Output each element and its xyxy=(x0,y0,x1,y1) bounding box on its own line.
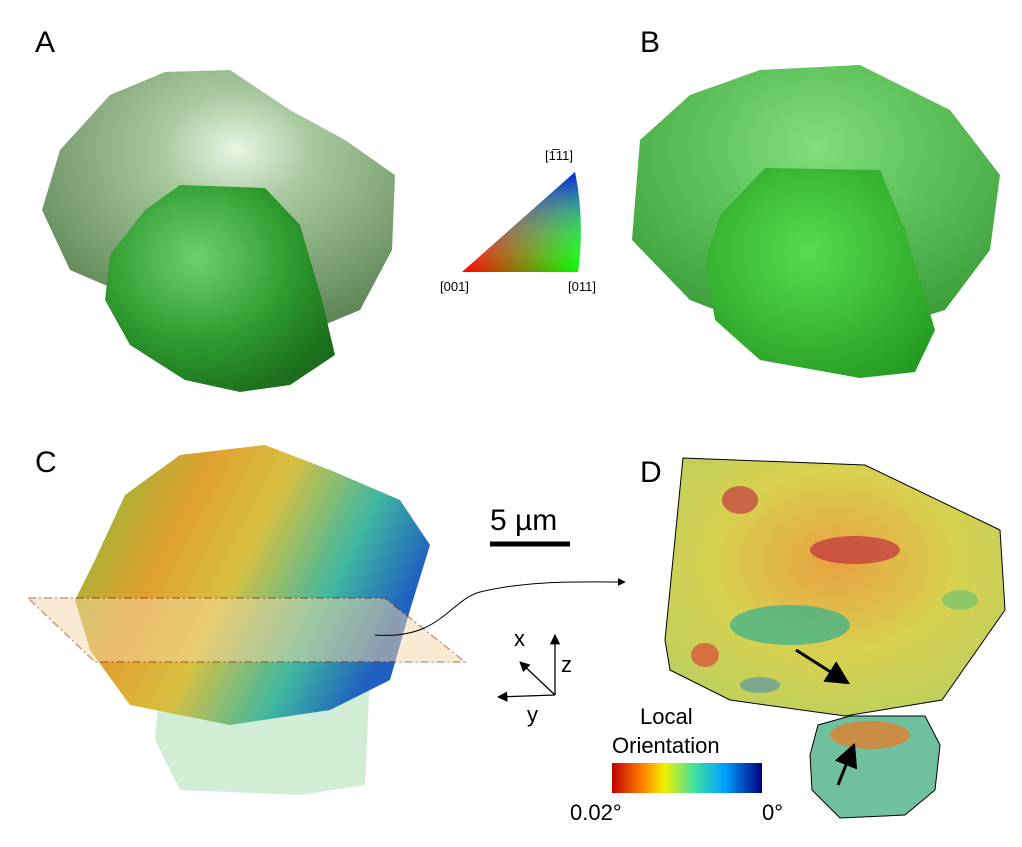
ipf-label: [011] xyxy=(568,279,596,294)
axis-label: y xyxy=(527,702,538,727)
arrow xyxy=(834,742,858,786)
ipf-label: [1̅11] xyxy=(545,148,573,163)
colorbar-max: 0° xyxy=(762,800,783,825)
ipf-label: [001] xyxy=(440,279,469,294)
axis-label: x xyxy=(514,626,525,651)
axis-label: z xyxy=(561,652,572,677)
panel-label: B xyxy=(640,26,660,59)
link-arrow xyxy=(374,577,626,636)
grain-colored xyxy=(75,445,430,725)
colorbar-title: Orientation xyxy=(612,733,720,758)
section-plane xyxy=(26,597,468,663)
arrow xyxy=(795,648,851,685)
grain-front xyxy=(105,185,335,392)
colorbar-min: 0.02° xyxy=(570,800,622,825)
orientation-map xyxy=(664,457,1006,717)
scale-bar-label: 5 µm xyxy=(490,504,557,537)
panel-label: C xyxy=(35,446,57,479)
colorbar-title: Local xyxy=(640,704,693,729)
ipf-triangle-overlay xyxy=(462,172,581,272)
grain-front xyxy=(705,168,935,378)
map-features xyxy=(691,486,978,693)
axes-triad xyxy=(496,633,561,702)
colorbar xyxy=(612,763,762,793)
map-feature xyxy=(830,721,910,749)
panel-label: A xyxy=(35,26,55,59)
panel-label: D xyxy=(640,456,662,489)
